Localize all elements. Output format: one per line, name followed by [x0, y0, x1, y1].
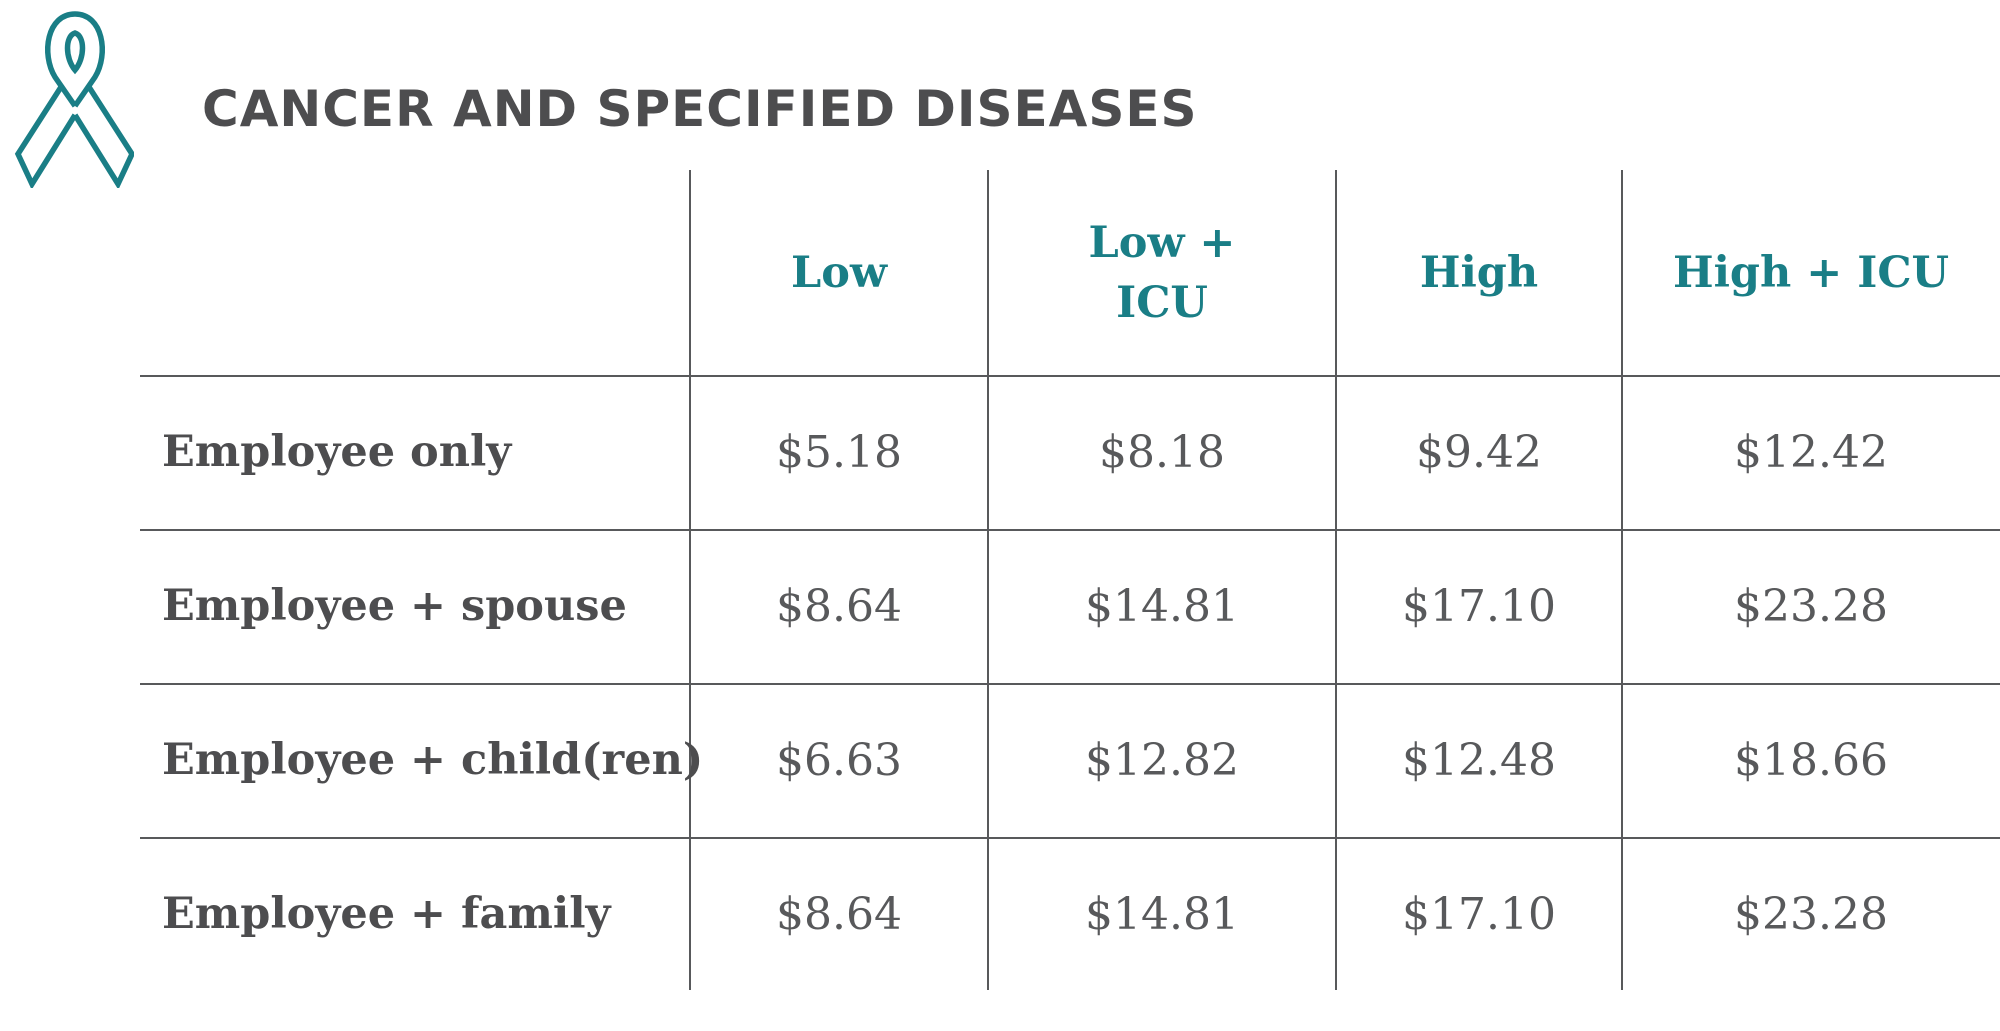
column-header-high: High	[1419, 248, 1539, 298]
table-cell: $23.28	[1734, 580, 1888, 632]
table-cell: $6.63	[776, 734, 902, 786]
table-cell: $23.28	[1734, 888, 1888, 940]
column-header-high-icu: High + ICU	[1672, 248, 1950, 298]
table-cell: $5.18	[776, 426, 902, 478]
table-cell: $17.10	[1402, 888, 1556, 940]
table-cell: $12.82	[1085, 734, 1239, 786]
row-label-employee-spouse: Employee + spouse	[162, 581, 627, 631]
table-cell: $9.42	[1416, 426, 1542, 478]
table-cell: $14.81	[1085, 888, 1239, 940]
table-cell: $12.48	[1402, 734, 1556, 786]
table-cell: $8.64	[776, 888, 902, 940]
row-label-employee-only: Employee only	[162, 427, 512, 477]
column-header-low-icu: Low + ICU	[1088, 218, 1236, 328]
table-cell: $8.18	[1099, 426, 1225, 478]
table-cell: $12.42	[1734, 426, 1888, 478]
column-header-low: Low	[791, 248, 887, 298]
table-cell: $8.64	[776, 580, 902, 632]
row-label-employee-children: Employee + child(ren)	[162, 735, 704, 785]
row-label-employee-family: Employee + family	[162, 889, 611, 939]
table-cell: $18.66	[1734, 734, 1888, 786]
page-title: CANCER AND SPECIFIED DISEASES	[202, 80, 1198, 138]
awareness-ribbon-icon	[14, 11, 134, 188]
table-cell: $17.10	[1402, 580, 1556, 632]
table-cell: $14.81	[1085, 580, 1239, 632]
